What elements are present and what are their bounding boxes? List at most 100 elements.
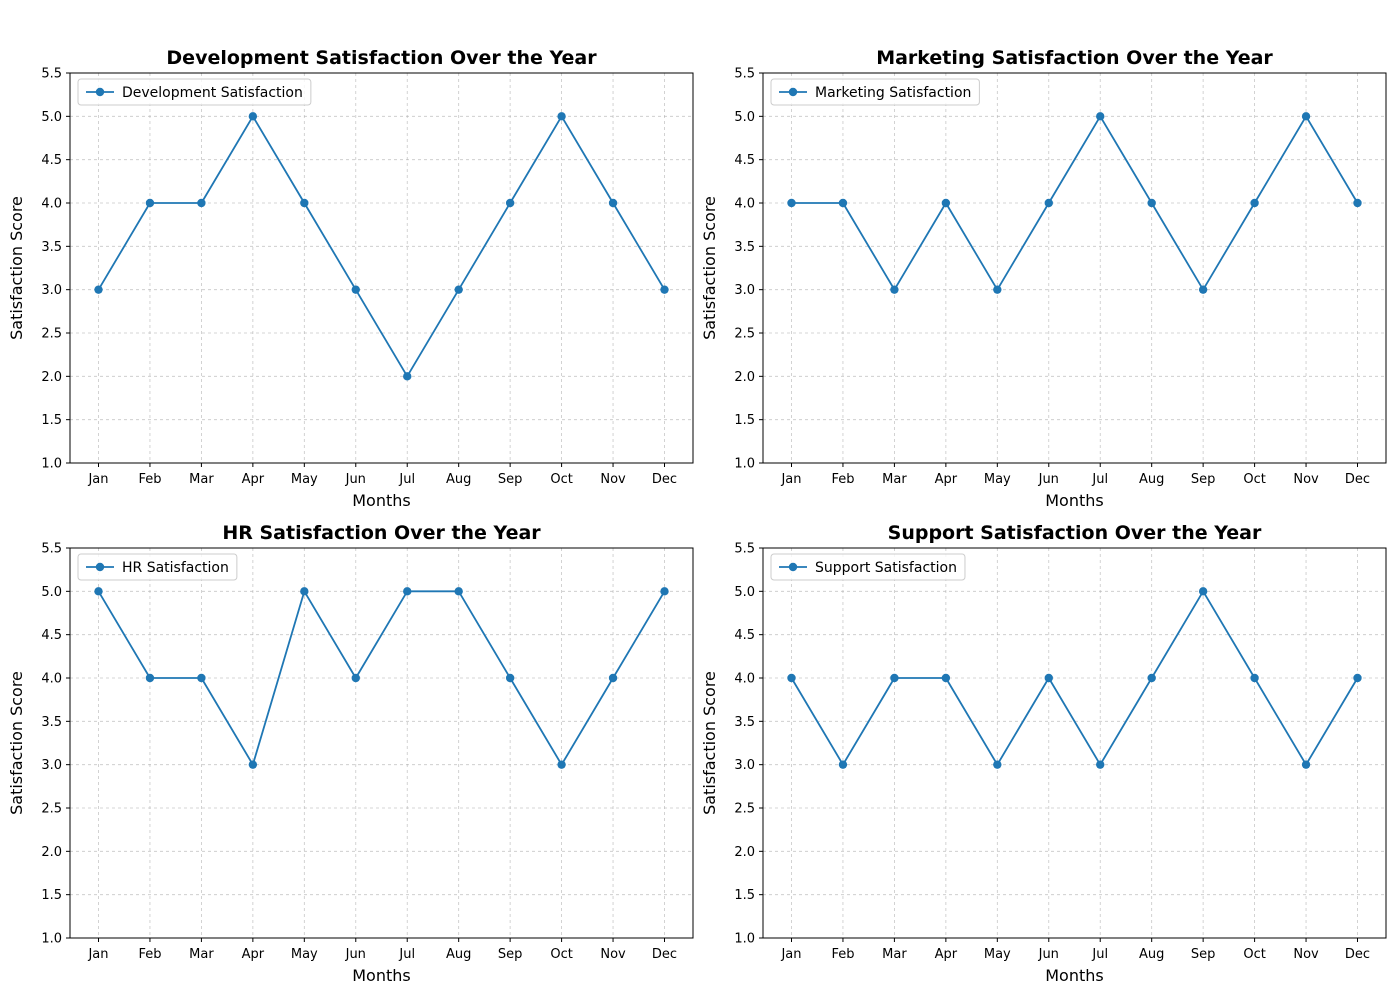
y-tick-label: 2.5 [41, 327, 62, 342]
x-tick-label: Oct [550, 472, 572, 487]
y-tick-label: 4.0 [41, 672, 62, 687]
series-line [99, 591, 665, 764]
data-point-jan [94, 587, 102, 595]
x-tick-label: Mar [882, 947, 907, 962]
legend-marker-swatch [789, 88, 797, 96]
y-tick-label: 2.0 [41, 845, 62, 860]
chart-title: Development Satisfaction Over the Year [166, 47, 597, 69]
x-tick-label: Apr [935, 472, 958, 487]
data-point-nov [1302, 112, 1310, 120]
x-axis-label: Months [1045, 966, 1103, 985]
x-tick-label: Jul [1091, 947, 1108, 962]
data-point-dec [1353, 674, 1361, 682]
y-tick-label: 5.5 [734, 67, 755, 82]
data-point-jun [352, 285, 360, 293]
y-tick-label: 3.0 [41, 758, 62, 773]
data-point-oct [557, 760, 565, 768]
data-point-jun [1045, 674, 1053, 682]
data-point-dec [1353, 199, 1361, 207]
data-point-jul [1096, 760, 1104, 768]
y-tick-label: 1.5 [734, 413, 755, 428]
data-point-jul [403, 587, 411, 595]
data-point-may [993, 285, 1001, 293]
legend-label: HR Satisfaction [122, 560, 229, 576]
x-tick-label: May [984, 947, 1011, 962]
y-tick-label: 4.0 [734, 197, 755, 212]
grid [763, 73, 1386, 463]
data-point-sep [506, 199, 514, 207]
legend-label: Support Satisfaction [815, 560, 957, 576]
x-tick-label: Sep [1191, 947, 1216, 962]
y-tick-label: 1.5 [734, 888, 755, 903]
y-tick-label: 1.0 [41, 457, 62, 472]
x-tick-label: Feb [831, 947, 854, 962]
data-point-jan [787, 199, 795, 207]
x-axis-label: Months [352, 966, 410, 985]
chart-panel-support: 1.0 1.5 2.0 2.5 3.0 3.5 4.0 4.5 5.0 5.5 Jan Feb Mar A… [700, 522, 1386, 985]
y-tick-label: 3.0 [734, 758, 755, 773]
y-tick-label: 3.0 [734, 283, 755, 298]
plot-frame [70, 548, 693, 938]
data-point-mar [197, 674, 205, 682]
y-tick-label: 2.5 [734, 802, 755, 817]
y-tick-label: 4.5 [41, 153, 62, 168]
data-point-sep [1199, 285, 1207, 293]
x-tick-label: Apr [242, 947, 265, 962]
x-tick-label: Jan [780, 472, 801, 487]
x-tick-label: Feb [138, 472, 161, 487]
data-point-mar [197, 199, 205, 207]
chart-panel-development: 1.0 1.5 2.0 2.5 3.0 3.5 4.0 4.5 5.0 5.5 Jan Feb Mar A… [7, 47, 693, 510]
x-tick-label: Jan [87, 947, 108, 962]
y-axis-label: Satisfaction Score [7, 671, 26, 815]
x-tick-label: Jun [1038, 947, 1059, 962]
x-tick-label: Apr [935, 947, 958, 962]
y-tick-label: 5.5 [734, 542, 755, 557]
data-point-jun [1045, 199, 1053, 207]
data-point-dec [660, 587, 668, 595]
data-point-apr [942, 199, 950, 207]
y-tick-label: 3.5 [734, 240, 755, 255]
y-tick-label: 4.0 [734, 672, 755, 687]
x-axis-label: Months [1045, 491, 1103, 510]
data-point-nov [609, 674, 617, 682]
y-tick-label: 1.5 [41, 413, 62, 428]
legend: Support Satisfaction [771, 554, 965, 580]
legend: Development Satisfaction [78, 79, 311, 105]
legend-marker-swatch [96, 563, 104, 571]
y-tick-label: 2.5 [41, 802, 62, 817]
legend: Marketing Satisfaction [771, 79, 979, 105]
x-tick-label: Mar [882, 472, 907, 487]
data-point-sep [1199, 587, 1207, 595]
data-point-nov [1302, 760, 1310, 768]
data-point-feb [839, 199, 847, 207]
y-tick-label: 4.5 [734, 153, 755, 168]
chart-panel-hr: 1.01.52.02.53.03.54.04.55.05.5Jan Feb Mar A… [7, 522, 693, 985]
data-point-aug [1147, 674, 1155, 682]
y-axis-label: Satisfaction Score [700, 671, 719, 815]
x-tick-label: Feb [138, 947, 161, 962]
data-point-may [300, 199, 308, 207]
data-point-jan [787, 674, 795, 682]
data-point-sep [506, 674, 514, 682]
data-point-apr [249, 760, 257, 768]
data-point-mar [890, 674, 898, 682]
x-tick-label: Apr [242, 472, 265, 487]
x-tick-label: Jun [345, 472, 366, 487]
series-line [99, 116, 665, 376]
y-tick-label: 2.0 [734, 845, 755, 860]
x-tick-label: Jan [780, 947, 801, 962]
x-tick-label: Jan [87, 472, 108, 487]
y-tick-label: 1.0 [734, 932, 755, 947]
x-tick-label: Jun [1038, 472, 1059, 487]
x-tick-label: Dec [1345, 472, 1370, 487]
x-tick-label: Jun [345, 947, 366, 962]
series-line [792, 591, 1358, 764]
data-point-jun [352, 674, 360, 682]
data-point-feb [839, 760, 847, 768]
chart-title: HR Satisfaction Over the Year [222, 522, 541, 544]
x-tick-label: May [291, 472, 318, 487]
x-tick-label: Aug [1139, 472, 1164, 487]
x-tick-label: Mar [189, 472, 214, 487]
x-tick-label: Aug [446, 472, 471, 487]
y-tick-label: 5.0 [734, 585, 755, 600]
